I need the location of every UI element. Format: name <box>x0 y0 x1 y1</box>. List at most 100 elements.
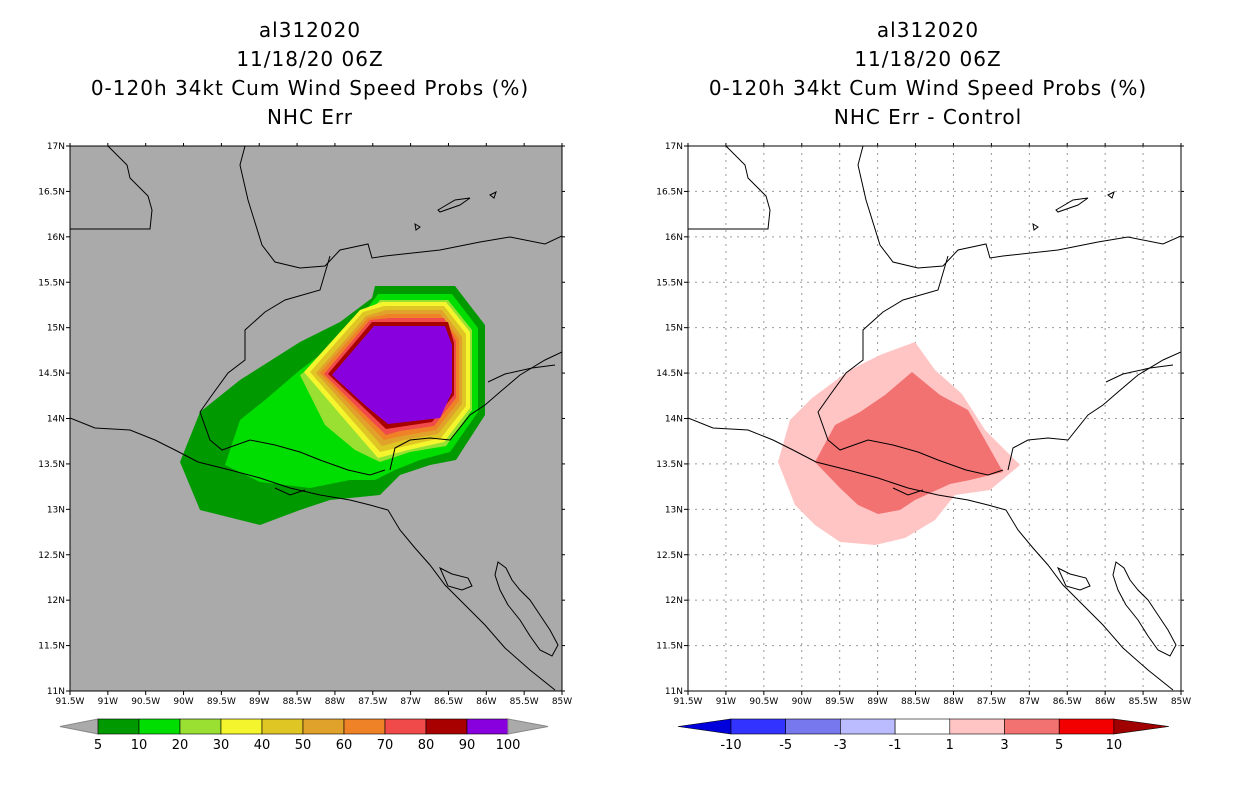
lat-label: 12.5N <box>38 551 65 561</box>
lat-label: 16.5N <box>38 187 65 197</box>
lon-label: 89W <box>867 697 887 707</box>
lat-label: 11N <box>665 687 683 697</box>
lat-label: 12.5N <box>656 551 683 561</box>
left-coastlines <box>70 146 562 691</box>
lon-label: 86.5W <box>434 697 463 707</box>
lon-label: 91.5W <box>56 697 85 707</box>
left-colorbar-label: 70 <box>377 738 394 753</box>
right-colorbar-box <box>1004 718 1060 735</box>
right-colorbar-label: -3 <box>834 738 847 753</box>
lon-label: 85.5W <box>1129 697 1158 707</box>
left-panel-title: al312020 11/18/20 06Z 0-120h 34kt Cum Wi… <box>60 16 560 132</box>
left-lat-labels: 17N 16.5N 16N 15.5N 15N 14.5N 14N 13.5N 13N 12.5N… <box>38 142 65 697</box>
right-colorbar-high-arrow <box>1113 718 1169 735</box>
lon-label: 88.5W <box>901 697 930 707</box>
left-colorbar-box <box>343 718 386 735</box>
right-colorbar-label: 10 <box>1106 738 1123 753</box>
lat-label: 15N <box>665 324 683 334</box>
right-difference-fill <box>778 342 1020 545</box>
lon-label: 90.5W <box>749 697 778 707</box>
lat-label: 16.5N <box>656 187 683 197</box>
left-colorbar-box <box>425 718 468 735</box>
lon-label: 85W <box>1171 697 1191 707</box>
left-colorbar-label: 5 <box>94 738 102 753</box>
right-map: 91.5W 91W 90.5W 90W 89.5W 89W 88.5W 88W 87.5W 87W… <box>656 142 1191 707</box>
left-colorbar-box <box>138 718 181 735</box>
lon-label: 86W <box>476 697 496 707</box>
right-colorbar-label: 1 <box>946 738 954 753</box>
left-colorbar-label: 50 <box>295 738 312 753</box>
lat-label: 12N <box>47 596 65 606</box>
right-product-title: 0-120h 34kt Cum Wind Speed Probs (%) <box>708 76 1148 100</box>
lon-label: 91W <box>98 697 118 707</box>
left-colorbar-box <box>220 718 263 735</box>
lon-label: 86.5W <box>1053 697 1082 707</box>
lon-label: 91W <box>716 697 736 707</box>
lat-label: 11.5N <box>656 642 683 652</box>
right-colorbar: -10 -5 -3 -1 1 3 5 10 <box>677 718 1169 753</box>
lon-label: 89.5W <box>207 697 236 707</box>
lat-label: 11N <box>47 687 65 697</box>
lon-label: 88.5W <box>283 697 312 707</box>
lon-label: 89.5W <box>825 697 854 707</box>
lat-label: 15.5N <box>38 278 65 288</box>
left-colorbar-label: 30 <box>213 738 230 753</box>
left-colorbar-label: 90 <box>459 738 476 753</box>
lon-label: 87W <box>1019 697 1039 707</box>
left-colorbar-high-arrow <box>507 718 549 735</box>
left-product-title: 0-120h 34kt Cum Wind Speed Probs (%) <box>90 76 530 100</box>
left-colorbar-box <box>466 718 509 735</box>
lon-label: 90W <box>173 697 193 707</box>
right-lat-labels: 17N 16.5N 16N 15.5N 15N 14.5N 14N 13.5N 13N 12.5N… <box>656 142 683 697</box>
lat-label: 11.5N <box>38 642 65 652</box>
left-colorbar-box <box>384 718 427 735</box>
left-subtitle: NHC Err <box>266 105 354 129</box>
left-colorbar-label: 60 <box>336 738 353 753</box>
right-colorbar-box <box>894 718 951 735</box>
lat-label: 15.5N <box>656 278 683 288</box>
left-datetime: 11/18/20 06Z <box>236 47 384 71</box>
left-colorbar: 5 10 20 30 40 50 60 70 80 90 100 <box>59 718 549 753</box>
right-storm-id: al312020 <box>876 18 980 42</box>
lat-label: 13N <box>665 505 683 515</box>
lon-label: 87.5W <box>977 697 1006 707</box>
right-colorbar-label: -5 <box>779 738 792 753</box>
lat-label: 14.5N <box>656 369 683 379</box>
left-colorbar-label: 100 <box>496 738 521 753</box>
lat-label: 14.5N <box>38 369 65 379</box>
lon-label: 87W <box>400 697 420 707</box>
left-map: 91.5W 91W 90.5W 90W 89.5W 89W 88.5W 88W 87.5W 87W… <box>38 142 572 707</box>
right-axis-ticks <box>684 143 1184 695</box>
left-axis-ticks <box>66 143 565 695</box>
right-datetime: 11/18/20 06Z <box>854 47 1002 71</box>
lat-label: 13.5N <box>38 460 65 470</box>
lon-label: 86W <box>1095 697 1115 707</box>
left-colorbar-low-arrow <box>59 718 99 735</box>
right-colorbar-box <box>1058 718 1115 735</box>
left-colorbar-box <box>302 718 345 735</box>
left-colorbar-label: 80 <box>418 738 435 753</box>
right-colorbar-box <box>949 718 1005 735</box>
lat-label: 16N <box>665 233 683 243</box>
left-lon-labels: 91.5W 91W 90.5W 90W 89.5W 89W 88.5W 88W 87.5W 87W… <box>56 697 573 707</box>
left-colorbar-label: 40 <box>254 738 271 753</box>
right-panel-title: al312020 11/18/20 06Z 0-120h 34kt Cum Wi… <box>678 16 1178 132</box>
left-colorbar-box <box>179 718 222 735</box>
right-lon-labels: 91.5W 91W 90.5W 90W 89.5W 89W 88.5W 88W 87.5W 87W… <box>674 697 1192 707</box>
lat-label: 14N <box>47 415 65 425</box>
right-colorbar-box <box>730 718 787 735</box>
left-colorbar-label: 20 <box>172 738 189 753</box>
lon-label: 87.5W <box>358 697 387 707</box>
left-colorbar-box <box>97 718 140 735</box>
right-coastlines <box>688 146 1181 691</box>
lon-label: 89W <box>249 697 269 707</box>
lon-label: 85.5W <box>510 697 539 707</box>
lon-label: 90.5W <box>131 697 160 707</box>
lon-label: 90W <box>792 697 812 707</box>
left-storm-id: al312020 <box>258 18 362 42</box>
lat-label: 13N <box>47 505 65 515</box>
lat-label: 17N <box>665 142 683 152</box>
lon-label: 85W <box>552 697 572 707</box>
left-colorbar-box <box>261 718 304 735</box>
right-colorbar-label: -10 <box>720 738 741 753</box>
